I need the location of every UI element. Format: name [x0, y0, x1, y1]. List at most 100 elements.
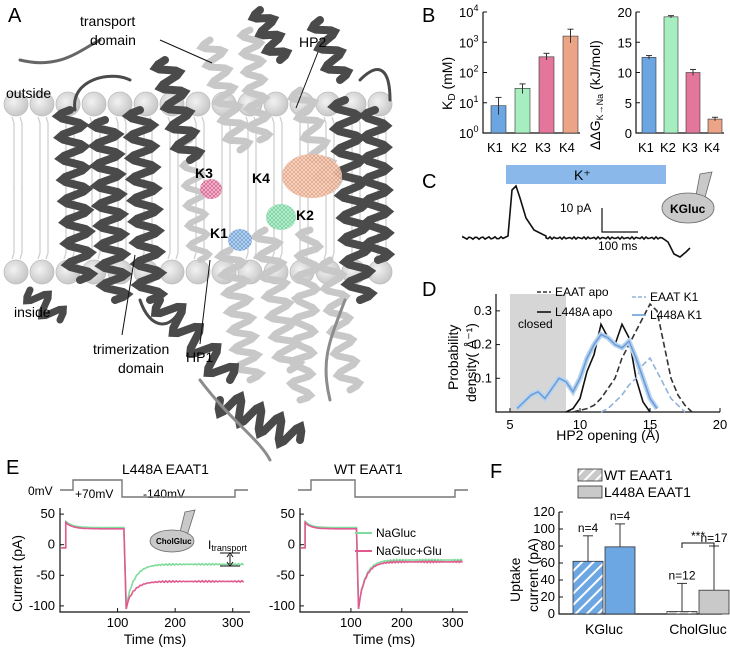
- legend-nagluc-glu: NaGluc+Glu: [376, 544, 442, 558]
- y-tick-label: -50: [276, 567, 295, 582]
- helix: [327, 96, 378, 304]
- bar-k2: [514, 88, 531, 134]
- lipid-tail: [305, 187, 309, 260]
- e-legend: NaGluc NaGluc+Glu: [355, 526, 442, 558]
- label-trimerization: trimerization: [93, 341, 169, 357]
- x-tick-label: K3: [535, 140, 551, 155]
- y-tick-label: 100: [533, 521, 555, 536]
- e-left-title: L448A EAAT1: [122, 461, 209, 477]
- x-axis-label: Time (ms): [124, 631, 186, 647]
- y-tick-label: -50: [36, 567, 55, 582]
- helix: [315, 256, 365, 394]
- voltage-protocol-left: [60, 479, 248, 498]
- trace-nagluc: [61, 519, 245, 610]
- chart-current-right: 50 0 -50 -100 100 200 300 Time (ms): [269, 506, 468, 647]
- significance-label: ***: [691, 529, 705, 543]
- panel-a-letter: A: [8, 5, 22, 27]
- x-tick-label: CholGluc: [669, 621, 727, 637]
- bar-cholgluc-1: [698, 589, 730, 615]
- voltage-0mv: 0mV: [28, 484, 53, 498]
- label-transport: transport: [80, 13, 135, 29]
- lipid-tail: [45, 187, 49, 260]
- potassium-application-bar: [506, 165, 666, 184]
- bar-kgluc-1: [604, 546, 636, 615]
- lipid-head: [263, 91, 289, 117]
- y-axis-label-sub: D: [447, 93, 458, 100]
- helix: [306, 16, 354, 84]
- y-tick-label: 102: [459, 64, 478, 81]
- lipid-head: [29, 259, 55, 285]
- scale-bar: [601, 208, 638, 233]
- scale-current: 10 pA: [560, 201, 591, 215]
- y-tick-label: 50: [281, 506, 295, 521]
- loop: [18, 38, 102, 65]
- bar-k4: [707, 118, 723, 134]
- lipid-head: [81, 91, 107, 117]
- helix: [51, 106, 99, 284]
- i-transport-label: Itransport: [208, 538, 247, 553]
- y-tick-label: 0.1: [474, 370, 492, 385]
- y-axis-label-1: Probability: [445, 325, 461, 390]
- y-tick-label: 100: [459, 124, 478, 141]
- label-k3: K3: [195, 165, 213, 181]
- helix: [121, 106, 169, 304]
- x-tick-label: 20: [713, 417, 727, 432]
- n-label: n=12: [668, 568, 695, 582]
- helix: [23, 286, 67, 324]
- lipid-tail: [253, 187, 257, 260]
- trace-nagluc-glu: [301, 521, 463, 610]
- x-tick-label: 10: [573, 417, 587, 432]
- x-tick-label: 5: [506, 417, 513, 432]
- n-label: n=4: [578, 521, 599, 535]
- y-axis-label-1: Uptake: [507, 557, 523, 602]
- lipid-tail: [271, 116, 275, 189]
- e-right-title: WT EAAT1: [334, 461, 403, 477]
- helix: [285, 226, 325, 404]
- y-tick-label: 0: [48, 537, 55, 552]
- lipid-head: [107, 91, 133, 117]
- panel-c-trace: C K⁺ 10 pA 100 ms KGluc: [422, 165, 715, 258]
- legend-label: EAAT K1: [650, 290, 699, 304]
- y-axis-label: ΔΔGK→Na (kJ/mol): [587, 40, 605, 150]
- significance-bracket: [681, 542, 715, 548]
- x-tick-label: 300: [222, 615, 244, 630]
- label-k2: K2: [296, 207, 314, 223]
- panel-d-letter: D: [422, 279, 436, 301]
- legend-swatch-l448a: [577, 485, 603, 499]
- lipid-tail: [45, 116, 49, 189]
- bar-kgluc-0: [572, 560, 604, 615]
- panel-e-letter: E: [6, 457, 19, 479]
- legend-l448a: L448A EAAT1: [604, 484, 691, 500]
- y-tick-label: 10: [618, 66, 632, 81]
- y-tick-label: -100: [29, 598, 55, 613]
- chart-current-left: 50 0 -50 -100 100 200 300 Time (ms) Current (pA): [9, 506, 250, 647]
- lipid-tail: [323, 187, 327, 260]
- lipid-tail: [37, 116, 41, 189]
- label-hp1: HP1: [186, 349, 213, 365]
- lipid-tail: [331, 187, 335, 260]
- lipid-tail: [19, 187, 23, 260]
- helix: [150, 296, 240, 384]
- lipid-tail: [167, 187, 171, 260]
- panel-d-histogram: D closed 5 10 15 20 0.1 0.2 0.3 HP2 opening (Å) P…: [422, 279, 727, 443]
- x-tick-label: K1: [638, 140, 654, 155]
- label-trimerization-domain: domain: [118, 360, 164, 376]
- lipid-head: [3, 91, 29, 117]
- y-tick-label: 50: [41, 506, 55, 521]
- label-inside: inside: [14, 304, 51, 320]
- y-tick-label: 103: [459, 33, 478, 50]
- current-trace: [462, 184, 691, 258]
- y-tick-label: 120: [533, 504, 555, 519]
- label-k1: K1: [210, 225, 228, 241]
- pipette-label-kgluc: KGluc: [670, 202, 706, 216]
- axis-frame: [59, 508, 250, 613]
- legend-label: EAAT apo: [555, 285, 609, 299]
- y-tick-exponent: 4: [473, 3, 478, 13]
- protein-ribbon: [18, 6, 396, 462]
- y-tick-exponent: 0: [473, 124, 478, 134]
- i-transport-marker: [220, 552, 240, 567]
- panel-f-uptake: F 0 20 40 60 80 100 120 Uptake current (pA) WT EA…: [490, 461, 730, 637]
- legend-wt: WT EAAT1: [604, 467, 673, 483]
- x-tick-label: K3: [682, 140, 698, 155]
